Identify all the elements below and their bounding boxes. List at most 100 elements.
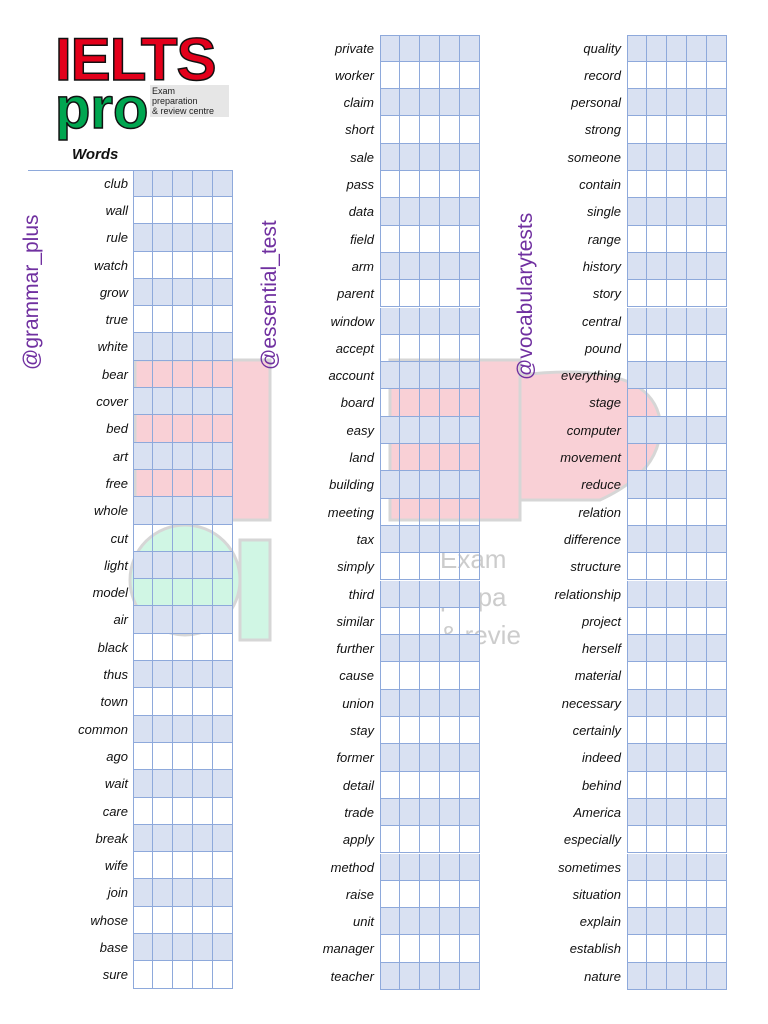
answer-cell[interactable] <box>193 333 213 361</box>
answer-cell[interactable] <box>420 744 440 772</box>
answer-cell[interactable] <box>193 633 213 662</box>
answer-cell[interactable] <box>193 906 213 935</box>
answer-cell[interactable] <box>647 252 667 281</box>
answer-cell[interactable] <box>193 497 213 525</box>
answer-cell[interactable] <box>193 306 213 334</box>
answer-cell[interactable] <box>380 61 400 90</box>
answer-cell[interactable] <box>667 198 687 226</box>
answer-cell[interactable] <box>133 961 153 989</box>
answer-cell[interactable] <box>173 388 193 416</box>
answer-cell[interactable] <box>687 553 707 581</box>
answer-cell[interactable] <box>687 580 707 608</box>
answer-cell[interactable] <box>667 362 687 390</box>
answer-cell[interactable] <box>133 388 153 416</box>
answer-cell[interactable] <box>213 497 233 525</box>
answer-cell[interactable] <box>420 826 440 854</box>
answer-cell[interactable] <box>173 333 193 361</box>
answer-cell[interactable] <box>133 633 153 662</box>
answer-cell[interactable] <box>213 879 233 907</box>
answer-cell[interactable] <box>647 334 667 363</box>
answer-cell[interactable] <box>667 89 687 117</box>
answer-cell[interactable] <box>133 497 153 525</box>
answer-cell[interactable] <box>667 880 687 909</box>
answer-cell[interactable] <box>707 771 727 799</box>
answer-cell[interactable] <box>380 908 400 936</box>
answer-cell[interactable] <box>133 360 153 389</box>
answer-cell[interactable] <box>400 553 420 581</box>
answer-cell[interactable] <box>153 196 173 225</box>
answer-cell[interactable] <box>133 824 153 853</box>
answer-cell[interactable] <box>213 278 233 307</box>
answer-cell[interactable] <box>380 498 400 526</box>
answer-cell[interactable] <box>647 416 667 444</box>
answer-cell[interactable] <box>133 715 153 743</box>
answer-cell[interactable] <box>153 497 173 525</box>
answer-cell[interactable] <box>380 198 400 226</box>
answer-cell[interactable] <box>667 853 687 881</box>
answer-cell[interactable] <box>193 770 213 798</box>
answer-cell[interactable] <box>687 143 707 171</box>
answer-cell[interactable] <box>400 416 420 444</box>
answer-cell[interactable] <box>133 415 153 443</box>
answer-cell[interactable] <box>400 143 420 171</box>
answer-cell[interactable] <box>687 853 707 881</box>
answer-cell[interactable] <box>440 798 460 827</box>
answer-cell[interactable] <box>420 61 440 90</box>
answer-cell[interactable] <box>707 307 727 335</box>
answer-cell[interactable] <box>380 962 400 990</box>
answer-cell[interactable] <box>647 444 667 472</box>
answer-cell[interactable] <box>400 171 420 199</box>
answer-cell[interactable] <box>420 252 440 281</box>
answer-cell[interactable] <box>440 334 460 363</box>
answer-cell[interactable] <box>213 579 233 607</box>
answer-cell[interactable] <box>153 579 173 607</box>
answer-cell[interactable] <box>647 389 667 417</box>
answer-cell[interactable] <box>213 333 233 361</box>
answer-cell[interactable] <box>173 469 193 498</box>
answer-cell[interactable] <box>193 278 213 307</box>
answer-cell[interactable] <box>213 360 233 389</box>
answer-cell[interactable] <box>173 251 193 279</box>
answer-cell[interactable] <box>213 224 233 252</box>
answer-cell[interactable] <box>440 416 460 444</box>
answer-cell[interactable] <box>213 852 233 880</box>
answer-cell[interactable] <box>173 442 193 470</box>
answer-cell[interactable] <box>460 580 480 608</box>
answer-cell[interactable] <box>707 880 727 909</box>
answer-cell[interactable] <box>380 89 400 117</box>
answer-cell[interactable] <box>687 908 707 936</box>
answer-cell[interactable] <box>707 853 727 881</box>
answer-cell[interactable] <box>460 689 480 717</box>
answer-cell[interactable] <box>173 742 193 771</box>
answer-cell[interactable] <box>460 362 480 390</box>
answer-cell[interactable] <box>400 362 420 390</box>
answer-cell[interactable] <box>420 717 440 745</box>
answer-cell[interactable] <box>400 280 420 308</box>
answer-cell[interactable] <box>667 116 687 144</box>
answer-cell[interactable] <box>400 225 420 253</box>
answer-cell[interactable] <box>687 662 707 690</box>
answer-cell[interactable] <box>420 389 440 417</box>
answer-cell[interactable] <box>400 444 420 472</box>
answer-cell[interactable] <box>173 196 193 225</box>
answer-cell[interactable] <box>667 416 687 444</box>
answer-cell[interactable] <box>133 551 153 580</box>
answer-cell[interactable] <box>153 961 173 989</box>
answer-cell[interactable] <box>647 307 667 335</box>
answer-cell[interactable] <box>647 143 667 171</box>
answer-cell[interactable] <box>460 962 480 990</box>
answer-cell[interactable] <box>193 469 213 498</box>
answer-cell[interactable] <box>707 662 727 690</box>
answer-cell[interactable] <box>707 471 727 499</box>
answer-cell[interactable] <box>380 525 400 554</box>
answer-cell[interactable] <box>460 280 480 308</box>
answer-cell[interactable] <box>213 469 233 498</box>
answer-cell[interactable] <box>213 715 233 743</box>
answer-cell[interactable] <box>460 334 480 363</box>
answer-cell[interactable] <box>460 607 480 636</box>
answer-cell[interactable] <box>420 143 440 171</box>
answer-cell[interactable] <box>380 717 400 745</box>
answer-cell[interactable] <box>440 307 460 335</box>
answer-cell[interactable] <box>667 34 687 62</box>
answer-cell[interactable] <box>420 198 440 226</box>
